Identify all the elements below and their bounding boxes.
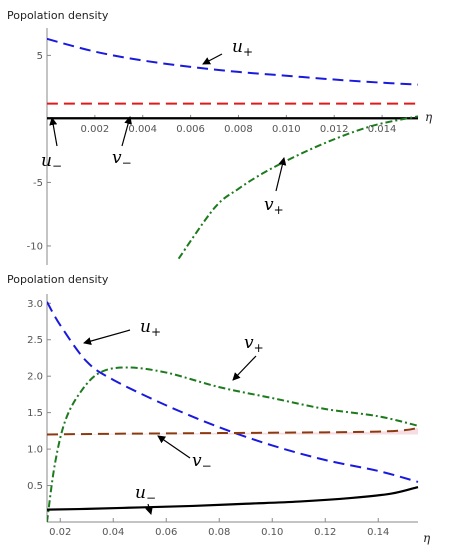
y-tick-label: 1.5 bbox=[27, 408, 43, 419]
x-tick-label: 0.014 bbox=[368, 124, 397, 135]
annotation-label-uplus: u+ bbox=[232, 37, 253, 59]
annotation-label-vplus: v+ bbox=[244, 333, 264, 355]
series-line-uplus bbox=[47, 37, 419, 86]
annotation-arrow bbox=[49, 117, 58, 147]
x-tick-label: 0.002 bbox=[81, 124, 110, 135]
annotation-label-uplus: u+ bbox=[140, 317, 161, 339]
annotation-arrow bbox=[202, 53, 223, 65]
y-tick-label: 5 bbox=[37, 51, 43, 62]
x-tick-label: 0.004 bbox=[128, 124, 157, 135]
y-tick-label: 0.5 bbox=[27, 481, 43, 492]
annotation-label-vminus: v− bbox=[112, 148, 132, 170]
x-tick-label: 0.08 bbox=[208, 527, 230, 538]
x-tick-label: 0.006 bbox=[176, 124, 205, 135]
y-tick-label: 2.5 bbox=[27, 335, 43, 346]
annotation-arrow bbox=[121, 116, 132, 147]
series-line-uplus bbox=[47, 301, 419, 483]
y-axis-title: Popolation density bbox=[7, 273, 109, 286]
annotation-arrow bbox=[157, 435, 191, 459]
x-tick-label: 0.012 bbox=[320, 124, 349, 135]
y-tick-label: 1.0 bbox=[27, 445, 43, 456]
y-axis-title: Popolation density bbox=[7, 9, 109, 22]
y-tick-label: 2.0 bbox=[27, 372, 43, 383]
y-tick-label: -5 bbox=[33, 178, 43, 189]
x-axis-title: η bbox=[425, 110, 433, 124]
annotation-arrow bbox=[232, 355, 257, 381]
annotation-arrow bbox=[145, 503, 153, 515]
annotation-arrow bbox=[83, 329, 131, 345]
x-tick-label: 0.14 bbox=[367, 527, 389, 538]
chart-panel-1: Popolation density η 0.002 0.004 0.006 0.008 0… bbox=[7, 9, 433, 265]
y-tick-label: 3.0 bbox=[27, 299, 43, 310]
annotation-label-uminus: u− bbox=[41, 151, 62, 173]
y-tick-label: -10 bbox=[27, 241, 43, 252]
annotation-label-vminus: v− bbox=[192, 451, 212, 473]
x-tick-label: 0.06 bbox=[155, 527, 177, 538]
annotation-label-uminus: u− bbox=[135, 483, 156, 505]
chart-panel-2: Popolation density η 0.02 0.04 0.06 0.08 0.10 0… bbox=[7, 273, 431, 545]
x-tick-label: 0.008 bbox=[224, 124, 253, 135]
series-line-vminus bbox=[47, 426, 419, 436]
x-tick-label: 0.010 bbox=[272, 124, 301, 135]
series-line-vplus bbox=[47, 366, 419, 523]
x-tick-label: 0.10 bbox=[261, 527, 283, 538]
annotation-label-vplus: v+ bbox=[264, 195, 284, 217]
series-line-uminus bbox=[47, 485, 419, 511]
x-axis-title: η bbox=[423, 531, 431, 545]
series-line-vplus bbox=[177, 115, 419, 260]
x-tick-label: 0.04 bbox=[102, 527, 124, 538]
annotation-arrow bbox=[275, 157, 287, 192]
x-tick-label: 0.02 bbox=[49, 527, 71, 538]
x-tick-label: 0.12 bbox=[314, 527, 336, 538]
